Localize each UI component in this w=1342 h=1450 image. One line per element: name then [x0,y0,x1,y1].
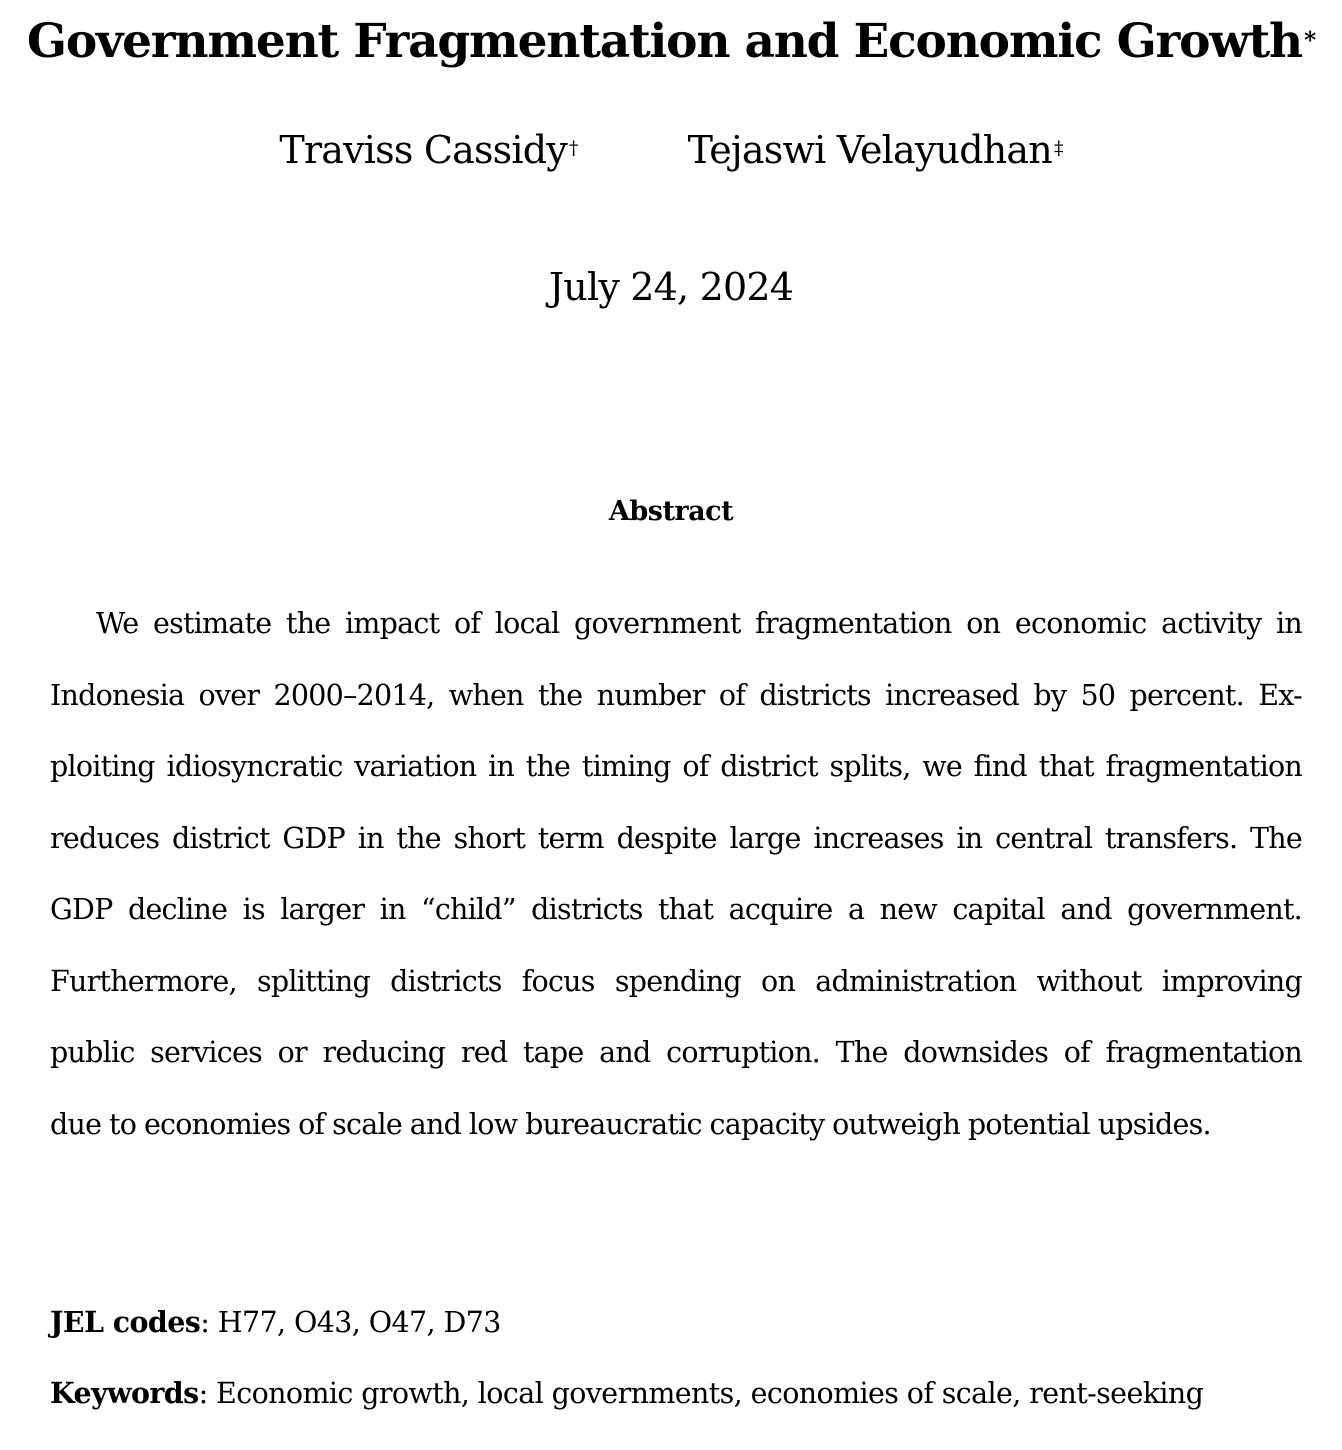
abstract-line-1: We estimate the impact of local governme… [96,607,1303,640]
abstract-line-7: public services or reducing red tape and… [50,1036,1303,1069]
author-1-name: Traviss Cassidy [279,128,567,172]
abstract-body: We estimate the impact of local governme… [50,588,1303,1160]
author-list: Traviss Cassidy † Tejaswi Velayudhan ‡ [0,125,1342,175]
abstract-line-6: Furthermore, splitting districts focus s… [50,964,1303,998]
keywords: Keywords: Economic growth, local governm… [50,1376,1204,1410]
author-1-footnote-mark[interactable]: † [568,137,578,160]
abstract-line-3: ploiting idiosyncratic variation in the … [50,750,1303,783]
jel-codes-label: JEL codes [50,1305,201,1339]
paper-date: July 24, 2024 [548,265,794,309]
keywords-label: Keywords [50,1376,199,1410]
abstract-line-4: reduces district GDP in the short term d… [50,821,1303,855]
title-footnote-mark[interactable]: * [1303,25,1316,54]
author-2: Tejaswi Velayudhan ‡ [687,125,1064,175]
paper-title-text: Government Fragmentation and Economic Gr… [26,14,1303,69]
abstract-line-2: Indonesia over 2000–2014, when the numbe… [50,678,1303,712]
jel-codes-value: H77, O43, O47, D73 [217,1306,502,1339]
author-2-name: Tejaswi Velayudhan [687,128,1053,172]
author-2-footnote-mark[interactable]: ‡ [1053,137,1063,160]
abstract-line-5: GDP decline is larger in “child” distric… [50,893,1303,926]
jel-codes: JEL codes: H77, O43, O47, D73 [50,1305,502,1339]
paper-title: Government Fragmentation and Economic Gr… [0,12,1342,72]
abstract-line-8: due to economies of scale and low bureau… [50,1107,1212,1141]
author-1: Traviss Cassidy † [279,125,578,175]
abstract-heading: Abstract [608,496,734,527]
keywords-value: Economic growth, local governments, econ… [216,1377,1204,1410]
